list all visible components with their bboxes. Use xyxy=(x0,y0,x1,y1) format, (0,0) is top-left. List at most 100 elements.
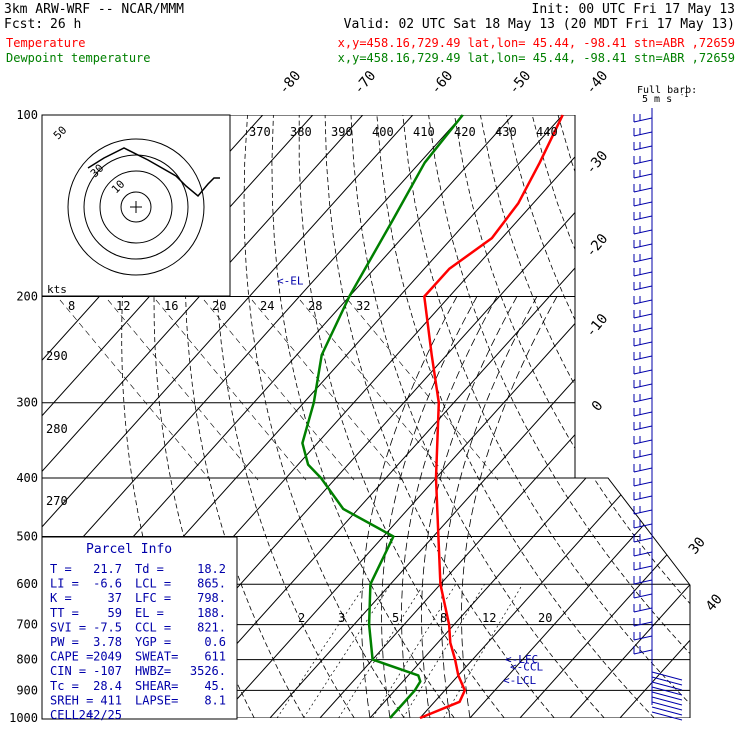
temperature-tick-label: 0 xyxy=(589,398,607,415)
theta-side-label: 290 xyxy=(46,349,68,363)
pressure-tick-label: 500 xyxy=(16,529,38,543)
speed-scale-label: 28 xyxy=(308,299,322,313)
pressure-tick-label: 700 xyxy=(16,618,38,632)
temperature-location: x,y=458.16,729.49 lat,lon= 45.44, -98.41… xyxy=(338,36,735,50)
sounding-traces: <-LFC<-CCL<-LCL <-EL xyxy=(277,114,564,720)
level-marker-label: <-EL xyxy=(277,274,304,287)
speed-scale-label: 20 xyxy=(212,299,226,313)
speed-scale-label: 32 xyxy=(356,299,370,313)
parcel-field-value: 411 xyxy=(100,693,122,707)
parcel-field-name: SWEAT= xyxy=(135,650,178,664)
mixing-ratio-label: 12 xyxy=(482,611,496,625)
pressure-tick-label: 300 xyxy=(16,396,38,410)
wind-barb xyxy=(633,509,653,515)
wind-barb xyxy=(633,467,653,473)
parcel-field-name: PW = xyxy=(50,635,79,649)
theta-side-label: 270 xyxy=(46,494,68,508)
wind-barb xyxy=(633,145,653,151)
isotherm-line xyxy=(42,115,364,718)
isotherm-line xyxy=(42,115,464,718)
pressure-tick-label: 1000 xyxy=(9,711,38,725)
parcel-info-title: Parcel Info xyxy=(86,542,172,557)
parcel-field-value: -107 xyxy=(93,664,122,678)
parcel-field-value: 0.6 xyxy=(204,635,226,649)
mixing-ratio-line xyxy=(443,584,523,718)
theta-label: 410 xyxy=(413,125,435,139)
wind-barb xyxy=(633,397,653,403)
dewpoint-location: x,y=458.16,729.49 lat,lon= 45.44, -98.41… xyxy=(338,51,735,65)
pressure-tick-label: 200 xyxy=(16,290,38,304)
dry-adiabat-line xyxy=(214,115,355,718)
parcel-info-rows: T = 21.7 Td = 18.2 LI = -6.6 LCL = 865. K = 37 LFC… xyxy=(50,562,226,722)
wind-barb xyxy=(633,369,653,375)
wind-barb-low xyxy=(651,671,683,681)
wind-barb xyxy=(633,523,653,529)
wind-barb xyxy=(633,159,653,165)
speed-scale-label: 16 xyxy=(164,299,178,313)
wind-barb xyxy=(633,481,653,487)
dry-adiabat-line xyxy=(609,115,690,718)
wind-barb xyxy=(633,649,653,655)
parcel-field-name: K = xyxy=(50,591,72,605)
parcel-field-name: LAPSE= xyxy=(135,693,178,707)
init-time: Init: 00 UTC Fri 17 May 13 xyxy=(532,2,736,17)
pressure-tick-label: 900 xyxy=(16,683,38,697)
wind-barb xyxy=(633,439,653,445)
model-title: 3km ARW-WRF -- NCAR/MMM xyxy=(4,2,184,17)
temperature-legend-label: Temperature xyxy=(6,36,85,50)
pressure-tick-label: 600 xyxy=(16,577,38,591)
forecast-hours: 26 h xyxy=(50,17,81,32)
forecast-label: Fcst: xyxy=(4,17,43,32)
wind-barb xyxy=(633,243,653,249)
wind-barb xyxy=(633,229,653,235)
mixing-ratio-label: 20 xyxy=(538,611,552,625)
speed-scale-line xyxy=(107,299,259,481)
parcel-field-value: 242/25 xyxy=(79,708,122,722)
theta-label: 400 xyxy=(372,125,394,139)
pressure-tick-label: 800 xyxy=(16,653,38,667)
wind-barb xyxy=(633,299,653,305)
wind-barb xyxy=(633,313,653,319)
mixing-ratio-line xyxy=(338,584,425,718)
level-marker-label: <-LFC xyxy=(505,653,538,666)
mixing-ratio-label: 8 xyxy=(440,611,447,625)
speed-scale-label: 8 xyxy=(68,299,75,313)
mixing-ratio-line xyxy=(303,584,391,718)
dry-adiabat-line xyxy=(350,115,605,718)
temperature-tick-label: 30 xyxy=(686,534,709,557)
parcel-field-value: 865. xyxy=(197,577,226,591)
dry-adiabat-line xyxy=(454,115,690,718)
wind-barb-low xyxy=(651,686,683,696)
parcel-field-value: -6.6 xyxy=(93,577,122,591)
theta-label: 370 xyxy=(249,125,271,139)
wind-barb xyxy=(633,117,653,123)
parcel-field-value: 798. xyxy=(197,591,226,605)
hodograph-ring xyxy=(120,191,152,223)
dry-adiabat-line xyxy=(402,115,690,718)
wind-barb xyxy=(633,187,653,193)
barb-legend-unit: 5 m s xyxy=(642,94,672,105)
theta-label: 380 xyxy=(290,125,312,139)
barb-legend-unit-exponent: -1 xyxy=(680,91,688,99)
mixing-ratio-label: 5 xyxy=(392,611,399,625)
wind-barb xyxy=(633,495,653,501)
wind-barb xyxy=(633,425,653,431)
speed-scale-label: 12 xyxy=(116,299,130,313)
parcel-field-name: YGP = xyxy=(135,635,171,649)
parcel-field-name: TT = xyxy=(50,606,79,620)
hodograph-ring xyxy=(99,170,173,244)
hodograph-ring xyxy=(83,154,189,260)
parcel-field-value: 59 xyxy=(108,606,122,620)
pressure-tick-label: 400 xyxy=(16,471,38,485)
mixing-ratio-line xyxy=(402,584,485,718)
dry-adiabat-line xyxy=(376,115,655,718)
theta-label: 430 xyxy=(495,125,517,139)
parcel-field-name: CAPE = xyxy=(50,650,93,664)
temperature-tick-label: -30 xyxy=(583,148,612,178)
parcel-field-value: -7.5 xyxy=(93,620,122,634)
speed-scale-line xyxy=(299,299,451,481)
parcel-field-name: LFC = xyxy=(135,591,171,605)
parcel-field-value: 188. xyxy=(197,606,226,620)
parcel-field-name: HWBZ= xyxy=(135,664,171,678)
parcel-field-value: 2049 xyxy=(93,650,122,664)
